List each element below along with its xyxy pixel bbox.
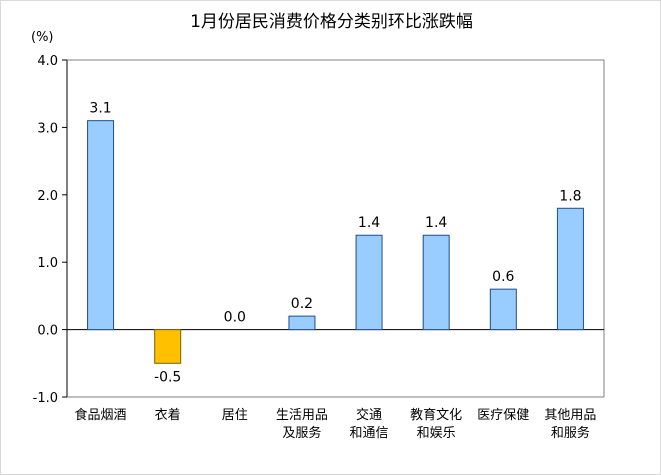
category-label: 和娱乐 — [417, 426, 456, 441]
bar-value-label: -0.5 — [154, 369, 181, 385]
bar-value-label: 1.4 — [425, 215, 447, 231]
category-label: 食品烟酒 — [75, 407, 127, 423]
category-label: 及服务 — [282, 425, 321, 441]
chart-axes: -1.0 0.0 1.0 2.0 3.0 4.0 — [33, 54, 605, 406]
category-label: 居住 — [222, 408, 248, 423]
category-label: 生活用品 — [276, 408, 328, 423]
y-axis-unit-label: (%) — [31, 30, 54, 45]
bar — [556, 207, 584, 331]
category-label: 其他用品 — [544, 408, 596, 423]
chart-bars — [87, 120, 584, 364]
bar — [154, 329, 182, 364]
bar-value-label: 0.2 — [291, 296, 313, 312]
category-label: 衣着 — [155, 407, 181, 423]
category-label: 交通 — [356, 407, 382, 423]
category-label: 教育文化 — [410, 407, 462, 423]
bar — [288, 315, 316, 331]
category-label: 医疗保健 — [477, 408, 529, 423]
bar — [489, 288, 517, 331]
bar — [87, 120, 115, 331]
bar-value-label: 1.8 — [559, 188, 581, 204]
y-tick-label: 3.0 — [37, 121, 58, 136]
y-tick-label: 2.0 — [37, 189, 58, 204]
chart-title: 1月份居民消费价格分类别环比涨跌幅 — [190, 12, 473, 32]
bar-value-label: 3.1 — [89, 101, 111, 117]
bar — [422, 234, 450, 331]
bar — [355, 234, 383, 331]
bar-value-label: 1.4 — [358, 215, 380, 231]
bar-value-label: 0.6 — [492, 269, 514, 285]
category-label: 和服务 — [551, 425, 590, 441]
y-tick-label: 4.0 — [37, 54, 58, 69]
y-tick-label: -1.0 — [33, 391, 58, 406]
y-tick-label: 1.0 — [37, 256, 58, 271]
category-label: 和通信 — [350, 426, 389, 441]
y-tick-label: 0.0 — [37, 324, 58, 339]
bar-value-label: 0.0 — [224, 310, 246, 326]
